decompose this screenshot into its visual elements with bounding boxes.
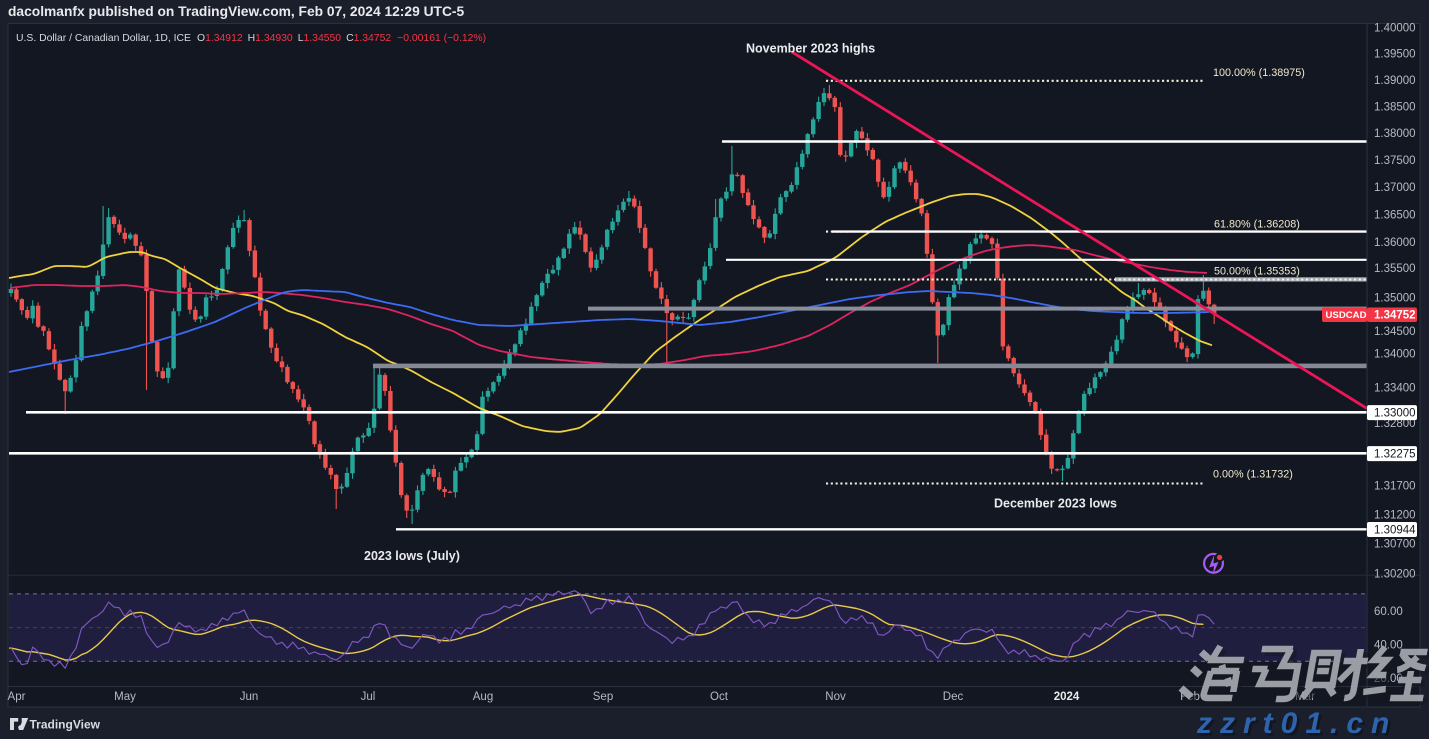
svg-text:1.30944: 1.30944 bbox=[1374, 525, 1416, 537]
svg-text:U.S. Dollar / Canadian Dollar,: U.S. Dollar / Canadian Dollar, 1D, ICE O1… bbox=[16, 33, 486, 44]
svg-text:1.32800: 1.32800 bbox=[1374, 418, 1416, 430]
svg-text:1.39000: 1.39000 bbox=[1374, 75, 1416, 87]
svg-text:1.38500: 1.38500 bbox=[1374, 101, 1416, 113]
svg-text:1.31200: 1.31200 bbox=[1374, 510, 1416, 522]
svg-text:1.34000: 1.34000 bbox=[1374, 348, 1416, 360]
svg-text:1.30200: 1.30200 bbox=[1374, 568, 1416, 580]
svg-text:Jun: Jun bbox=[240, 691, 259, 703]
svg-text:November 2023 highs: November 2023 highs bbox=[746, 42, 875, 56]
svg-text:dacolmanfx published on Tradin: dacolmanfx published on TradingView.com,… bbox=[8, 4, 465, 19]
svg-text:1.33400: 1.33400 bbox=[1374, 383, 1416, 395]
svg-text:zzrt01.cn: zzrt01.cn bbox=[1196, 707, 1397, 739]
svg-text:1.36500: 1.36500 bbox=[1374, 209, 1416, 221]
svg-text:40.00: 40.00 bbox=[1374, 640, 1403, 652]
svg-text:1.33000: 1.33000 bbox=[1374, 408, 1416, 420]
svg-text:Nov: Nov bbox=[825, 691, 846, 703]
svg-text:1.31700: 1.31700 bbox=[1374, 480, 1416, 492]
svg-text:50.00% (1.35353): 50.00% (1.35353) bbox=[1214, 266, 1300, 278]
svg-text:1.30700: 1.30700 bbox=[1374, 539, 1416, 551]
svg-text:1.37000: 1.37000 bbox=[1374, 182, 1416, 194]
svg-text:1.37500: 1.37500 bbox=[1374, 155, 1416, 167]
svg-text:Apr: Apr bbox=[8, 691, 26, 703]
svg-text:Oct: Oct bbox=[710, 691, 729, 703]
svg-text:Dec: Dec bbox=[943, 691, 964, 703]
svg-text:Sep: Sep bbox=[593, 691, 613, 703]
svg-text:1.32275: 1.32275 bbox=[1374, 449, 1416, 461]
svg-text:USDCAD: USDCAD bbox=[1326, 310, 1367, 321]
svg-text:1.38000: 1.38000 bbox=[1374, 128, 1416, 140]
svg-text:TradingView: TradingView bbox=[30, 718, 101, 732]
svg-text:100.00% (1.38975): 100.00% (1.38975) bbox=[1213, 67, 1305, 79]
svg-text:2024: 2024 bbox=[1054, 691, 1080, 703]
svg-text:Jul: Jul bbox=[361, 691, 376, 703]
svg-text:December 2023 lows: December 2023 lows bbox=[994, 497, 1117, 511]
svg-text:1.35000: 1.35000 bbox=[1374, 292, 1416, 304]
svg-text:2023 lows (July): 2023 lows (July) bbox=[364, 549, 460, 563]
svg-text:0.00% (1.31732): 0.00% (1.31732) bbox=[1213, 469, 1293, 481]
svg-text:1.36000: 1.36000 bbox=[1374, 237, 1416, 249]
svg-text:60.00: 60.00 bbox=[1374, 606, 1403, 618]
svg-text:1.40000: 1.40000 bbox=[1374, 22, 1416, 34]
svg-text:61.80% (1.36208): 61.80% (1.36208) bbox=[1214, 219, 1300, 231]
svg-text:1.34752: 1.34752 bbox=[1374, 310, 1416, 322]
svg-text:Aug: Aug bbox=[473, 691, 493, 703]
svg-text:zzrt01.cn: zzrt01.cn bbox=[1199, 710, 1400, 739]
svg-text:1.39500: 1.39500 bbox=[1374, 49, 1416, 61]
svg-text:May: May bbox=[114, 691, 136, 703]
svg-text:1.35500: 1.35500 bbox=[1374, 263, 1416, 275]
svg-text:1.34500: 1.34500 bbox=[1374, 326, 1416, 338]
